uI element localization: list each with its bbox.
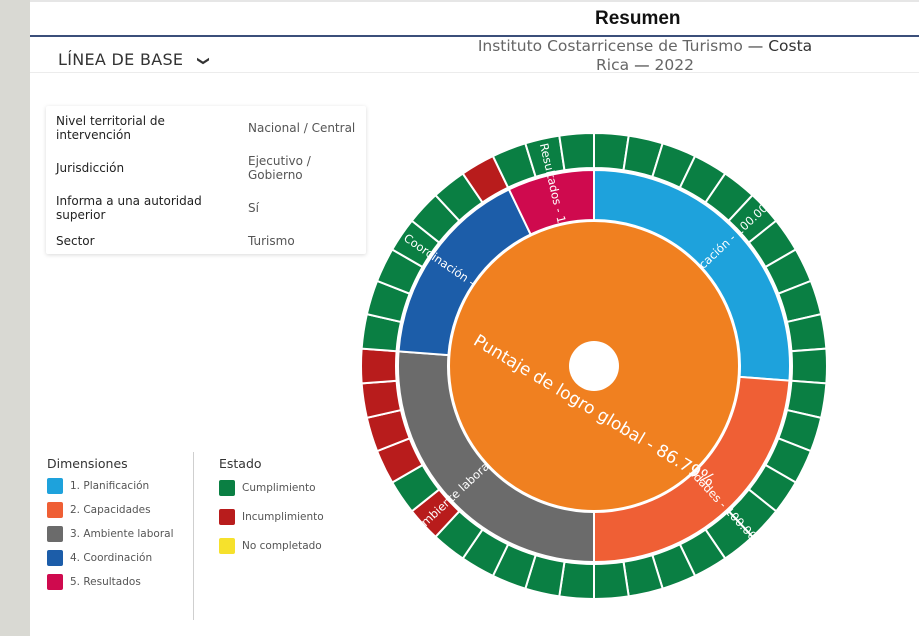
info-row: Jurisdicción Ejecutivo / Gobierno <box>56 154 361 184</box>
page-title: Resumen <box>595 8 681 29</box>
info-value: Turismo <box>248 234 295 248</box>
legend-swatch <box>219 480 235 496</box>
legend-label: 1. Planificación <box>70 480 150 492</box>
info-key: Sector <box>56 234 95 248</box>
legend-swatch <box>47 574 63 590</box>
indicator-segment[interactable] <box>790 347 829 385</box>
title-divider <box>30 35 919 37</box>
legend-label: 3. Ambiente laboral <box>70 528 174 540</box>
left-edge-panel <box>0 0 30 636</box>
top-border <box>30 0 919 2</box>
center-hole <box>569 341 619 391</box>
subtitle-institution: Instituto Costarricense de Turismo <box>477 37 743 55</box>
info-value: Ejecutivo / Gobierno <box>248 154 311 182</box>
legend-label: No completado <box>242 540 322 552</box>
legend-swatch <box>219 538 235 554</box>
legend-swatch <box>47 502 63 518</box>
info-row: Sector Turismo <box>56 234 361 250</box>
indicator-segment[interactable] <box>360 347 398 385</box>
legend-label: 2. Capacidades <box>70 504 151 516</box>
legend-divider <box>193 452 194 620</box>
indicator-segment[interactable] <box>360 379 403 420</box>
baseline-dropdown[interactable]: LÍNEA DE BASE ❯ <box>58 50 211 69</box>
info-key: Nivel territorial de intervención <box>56 114 165 142</box>
indicator-segment[interactable] <box>593 560 630 601</box>
info-value: Sí <box>248 201 259 215</box>
legend-label: Incumplimiento <box>242 511 324 523</box>
baseline-dropdown-label: LÍNEA DE BASE <box>58 50 184 69</box>
legend-label: 4. Coordinación <box>70 552 153 564</box>
info-key: Jurisdicción <box>56 161 125 175</box>
legend-swatch <box>219 509 235 525</box>
page-subtitle: Instituto Costarricense de Turismo — Cos… <box>455 37 835 75</box>
subtitle-separator-2: — <box>634 56 650 74</box>
legend-status-title: Estado <box>219 456 262 471</box>
subtitle-year: 2022 <box>654 56 694 74</box>
subtitle-separator: — <box>747 37 764 55</box>
info-card: Nivel territorial de intervención Nacion… <box>46 106 366 254</box>
legend-dimensions-title: Dimensiones <box>47 456 128 471</box>
info-key: Informa a una autoridad superior <box>56 194 202 222</box>
info-row: Nivel territorial de intervención Nacion… <box>56 114 361 144</box>
indicator-segment[interactable] <box>558 131 595 172</box>
header-divider <box>30 72 919 73</box>
info-row: Informa a una autoridad superior Sí <box>56 194 361 224</box>
indicator-segment[interactable] <box>785 312 828 353</box>
legend-swatch <box>47 478 63 494</box>
info-value: Nacional / Central <box>248 121 356 135</box>
legend-label: 5. Resultados <box>70 576 141 588</box>
legend-label: Cumplimiento <box>242 482 316 494</box>
legend-swatch <box>47 550 63 566</box>
subtitle-country-part1: Costa <box>768 37 813 55</box>
legend-swatch <box>47 526 63 542</box>
subtitle-country-part2: Rica <box>596 56 630 74</box>
